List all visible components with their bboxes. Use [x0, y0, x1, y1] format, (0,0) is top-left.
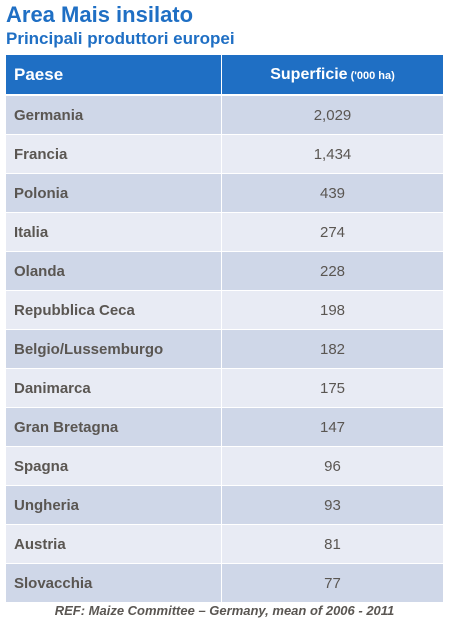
area-cell: 2,029: [313, 106, 352, 124]
table-row: Repubblica Ceca 198: [6, 291, 443, 330]
country-cell: Gran Bretagna: [6, 408, 222, 446]
header-area: Superficie ('000 ha): [222, 55, 443, 94]
table-row: Francia 1,434: [6, 135, 443, 174]
area-cell: 77: [324, 574, 341, 592]
area-cell: 198: [319, 301, 346, 319]
country-cell: Polonia: [6, 174, 222, 212]
table-row: Ungheria 93: [6, 486, 443, 525]
table-row: Germania 2,029: [6, 96, 443, 135]
country-cell: Italia: [6, 213, 222, 251]
country-cell: Danimarca: [6, 369, 222, 407]
header-area-unit: ('000 ha): [350, 70, 395, 82]
producers-table: Paese Superficie ('000 ha) Germania 2,029…: [6, 55, 443, 603]
table-row: Italia 274: [6, 213, 443, 252]
area-cell: 274: [319, 223, 346, 241]
country-cell: Slovacchia: [6, 564, 222, 602]
area-cell: 1,434: [313, 145, 352, 163]
area-cell: 81: [324, 535, 341, 553]
header-area-label: Superficie: [270, 65, 348, 83]
table-row: Belgio/Lussemburgo 182: [6, 330, 443, 369]
table-row: Danimarca 175: [6, 369, 443, 408]
area-cell: 93: [324, 496, 341, 514]
table-row: Polonia 439: [6, 174, 443, 213]
table-body: Germania 2,029 Francia 1,434 Polonia 439 Itali…: [6, 96, 443, 603]
area-cell: 228: [319, 262, 346, 280]
table-row: Olanda 228: [6, 252, 443, 291]
country-cell: Francia: [6, 135, 222, 173]
area-cell: 439: [319, 184, 346, 202]
table-row: Gran Bretagna 147: [6, 408, 443, 447]
area-cell: 147: [319, 418, 346, 436]
table-row: Austria 81: [6, 525, 443, 564]
page-title: Area Mais insilato: [6, 2, 194, 27]
header-country: Paese: [6, 55, 222, 94]
country-cell: Spagna: [6, 447, 222, 485]
area-cell: 175: [319, 379, 346, 397]
country-cell: Germania: [6, 96, 222, 134]
country-cell: Austria: [6, 525, 222, 563]
country-cell: Ungheria: [6, 486, 222, 524]
country-cell: Belgio/Lussemburgo: [6, 330, 222, 368]
area-cell: 96: [324, 457, 341, 475]
reference-note: REF: Maize Committee – Germany, mean of …: [54, 603, 395, 618]
area-cell: 182: [319, 340, 346, 358]
table-header: Paese Superficie ('000 ha): [6, 55, 443, 96]
page-subtitle: Principali produttori europei: [6, 29, 235, 48]
table-row: Spagna 96: [6, 447, 443, 486]
country-cell: Olanda: [6, 252, 222, 290]
table-row: Slovacchia 77: [6, 564, 443, 603]
country-cell: Repubblica Ceca: [6, 291, 222, 329]
